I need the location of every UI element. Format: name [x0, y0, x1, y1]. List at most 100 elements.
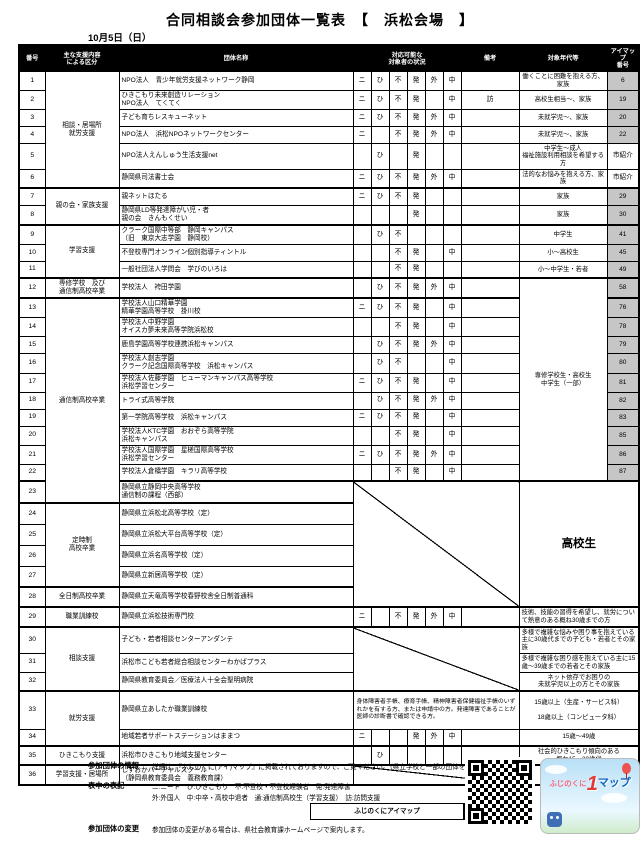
table-row: 13 通信制高校卒業 学校法人山口精華学園 精華学園高等学校 掛川校 ニひ不発中… [18, 297, 640, 504]
status-cell: 発 [406, 243, 426, 262]
category-cell: 学習支援 [44, 223, 120, 279]
imap-cell: 85 [606, 425, 640, 446]
status-cell [424, 204, 444, 226]
imap-cell: 20 [606, 108, 640, 127]
status-cell: 発 [406, 89, 426, 110]
status-cell: 発 [406, 463, 426, 482]
imap-cell: 22 [606, 125, 640, 144]
diagonal-empty-cell [352, 480, 520, 608]
row-number: 16 [18, 353, 46, 374]
imap-cell: 78 [606, 317, 640, 338]
status-cell: 不 [388, 71, 408, 91]
imap-cell: 30 [606, 204, 640, 226]
imap-cell: 86 [606, 444, 640, 465]
qr-finder-pattern [468, 760, 484, 776]
status-cell: ひ [370, 336, 390, 355]
age-merged-cell: 専修学校生・高校生 中学生（一部） [518, 277, 608, 482]
status-cell [424, 260, 444, 279]
row-number: 11 [18, 260, 46, 279]
status-cell [388, 204, 408, 226]
status-cell: ひ [370, 187, 390, 206]
qr-finder-pattern [516, 760, 532, 776]
age-cell: 小～中学生・若者 [518, 260, 608, 279]
status-cell: ひ [370, 277, 390, 299]
status-cell [352, 277, 372, 299]
status-cell [424, 317, 444, 338]
header-row: 番号 主な支援内容 による区分 団体名称 対応可能な 対象者の状況 備考 対象年… [18, 44, 640, 73]
age-cell: 小～高校生 [518, 243, 608, 262]
status-cell: 中 [442, 297, 462, 319]
cloud-shape [601, 793, 627, 803]
status-cell: 不 [388, 606, 408, 628]
status-cell: 中 [442, 728, 462, 747]
status-cell: 発 [406, 336, 426, 355]
status-cell: 発 [406, 142, 426, 170]
imap-cell: 79 [606, 336, 640, 355]
age-cell: 法的なお悩みを抱える方、家族 [518, 168, 608, 189]
org-name: 子ども・若者相談センターアンダンテ [118, 625, 354, 654]
status-cell [370, 260, 390, 279]
footer-legend-line1: ニ:ニート ひ:ひきこもり 不:不登校・不登校経験者 発:発達障害 [152, 784, 351, 791]
footer-change-label: 参加団体の変更 [88, 824, 140, 833]
status-cell: 不 [388, 463, 408, 482]
org-name: 静岡県立浜名高等学校（定） [118, 544, 354, 567]
status-cell: ひ [370, 168, 390, 189]
status-cell: 不 [388, 187, 408, 206]
qr-finder-pattern [468, 808, 484, 824]
remark-cell [460, 425, 520, 446]
row-number: 24 [18, 502, 46, 525]
mascot-icon [547, 812, 562, 827]
status-cell [352, 223, 372, 245]
row-number: 30 [18, 625, 46, 654]
row-number: 25 [18, 523, 46, 546]
status-cell: ひ [370, 408, 390, 427]
remark-cell: 訪 [460, 89, 520, 110]
status-cell [388, 728, 408, 747]
status-cell [424, 243, 444, 262]
status-cell: ひ [370, 372, 390, 393]
status-cell: ニ [352, 187, 372, 206]
status-cell: ニ [352, 297, 372, 319]
status-cell: 不 [388, 444, 408, 465]
org-name: しずおかバーチャルスクール （静岡県教育委員会 義務教育課） [118, 764, 354, 786]
header-no: 番号 [18, 44, 46, 73]
org-name: 静岡県司法書士会 [118, 168, 354, 189]
status-cell [424, 463, 444, 482]
row-number: 9 [18, 223, 46, 245]
status-cell: 中 [442, 317, 462, 338]
logo-text-part2: 1 [586, 773, 598, 795]
imap-cell: 6 [606, 71, 640, 91]
org-name: 鹿島学園高等学校連携浜松キャンパス [118, 336, 354, 355]
page-title: 合同相談会参加団体一覧表 【 浜松会場 】 [166, 12, 474, 28]
status-cell: 不 [388, 372, 408, 393]
header-imap: アイマップ 番号 [606, 44, 640, 73]
table-row: 30 相談支援 子ども・若者相談センターアンダンテ 多様で複雑な悩みや困り事を抱… [18, 625, 640, 692]
category-cell: 職業訓練校 [44, 606, 120, 628]
imap-cell: 58 [606, 277, 640, 299]
status-cell [370, 463, 390, 482]
org-name: NPO法人 青少年就労支援ネットワーク静岡 [118, 71, 354, 91]
imap-cell: 87 [606, 463, 640, 482]
remark-cell [460, 71, 520, 91]
status-cell: 発 [406, 728, 426, 747]
category-cell: 専修学校 及び 通信制高校卒業 [44, 277, 120, 299]
category-cell: 相談・居場所 就労支援 [44, 71, 120, 189]
row-number: 35 [18, 745, 46, 766]
remark-cell [460, 297, 520, 319]
status-cell [442, 142, 462, 170]
row-number: 6 [18, 168, 46, 189]
org-name: 不登校専門オンライン個別指導ティントル [118, 243, 354, 262]
status-cell: ニ [352, 408, 372, 427]
age-cell: 中学生～成人 福祉施設利用相談を希望する方 [518, 142, 608, 170]
table-row: 2 ひきこもり未来創造リレーション NPO法人 てくてく ニひ不発中 訪 高校生… [18, 89, 640, 110]
org-name: 静岡県立浜松北高等学校（定） [118, 502, 354, 525]
status-cell: 中 [442, 125, 462, 144]
status-cell [352, 353, 372, 374]
remark-cell [460, 260, 520, 279]
remark-cell [460, 391, 520, 410]
table-row: 8 静岡県LD等発達障がい児・者 親の会 きんもくせい 発 家族 30 [18, 204, 640, 226]
row-number: 13 [18, 297, 46, 319]
status-cell: 中 [442, 463, 462, 482]
table-row: 34 地域若者サポートステーションはままつ ニ 発外中 15歳～49歳 [18, 728, 640, 747]
status-cell: ひ [370, 223, 390, 245]
